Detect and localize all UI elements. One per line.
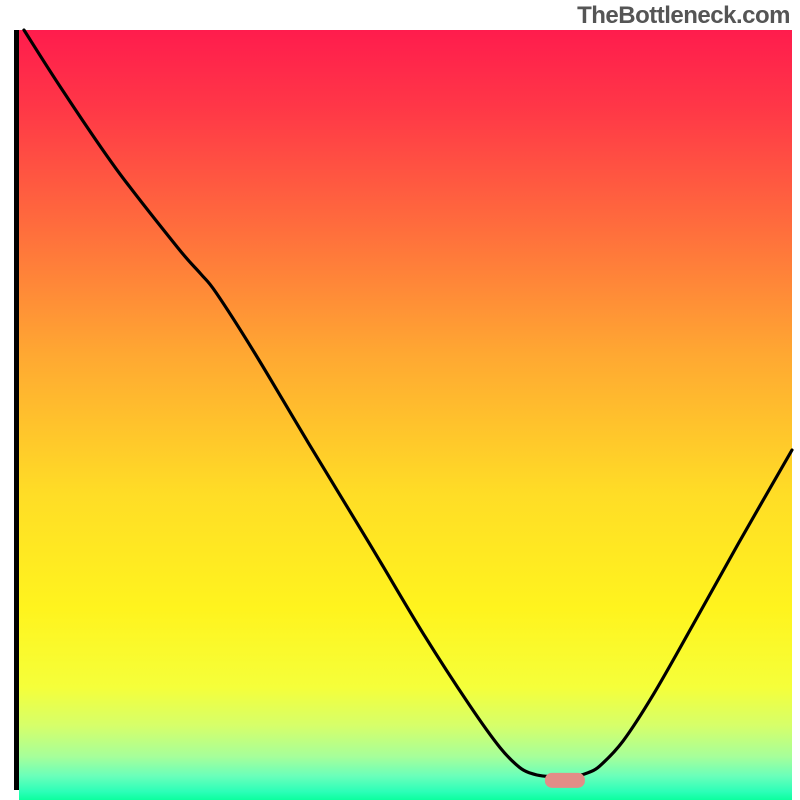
plot-area: [14, 30, 792, 790]
curve-line: [19, 30, 792, 785]
watermark-text: TheBottleneck.com: [577, 2, 790, 30]
chart-container: TheBottleneck.com: [0, 0, 800, 800]
optimum-marker: [545, 773, 585, 787]
